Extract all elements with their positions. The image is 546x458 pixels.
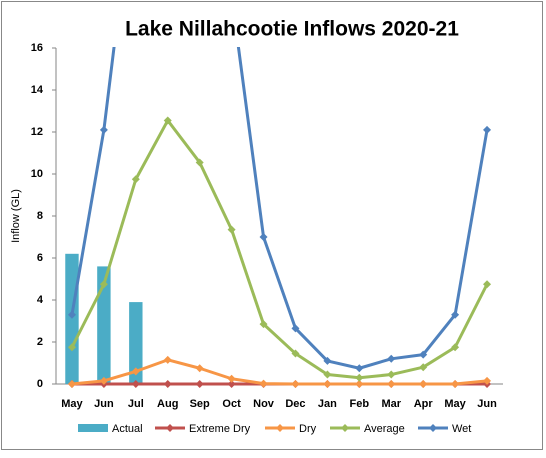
y-tick-label: 0: [37, 378, 43, 390]
y-axis-label: Inflow (GL): [10, 189, 22, 243]
legend-label: Wet: [452, 423, 471, 435]
marker: [355, 373, 364, 382]
marker: [291, 380, 300, 388]
legend-label: Actual: [112, 423, 143, 435]
chart-title: Lake Nillahcootie Inflows 2020-21: [125, 18, 459, 41]
marker: [291, 349, 300, 358]
x-tick-label: Aug: [157, 398, 178, 410]
marker: [227, 374, 236, 383]
legend-marker: [341, 424, 349, 432]
y-tick-label: 4: [37, 294, 44, 306]
x-tick-label: Feb: [350, 398, 370, 410]
x-tick-label: Nov: [253, 398, 275, 410]
x-tick-label: Apr: [414, 398, 434, 410]
marker: [163, 116, 172, 125]
y-tick-label: 6: [37, 252, 43, 264]
marker: [483, 125, 492, 134]
marker: [163, 380, 172, 388]
bar: [65, 253, 79, 384]
x-tick-label: Jun: [477, 398, 497, 410]
marker: [387, 354, 396, 363]
marker: [259, 379, 268, 388]
marker: [451, 310, 460, 319]
marker: [163, 355, 172, 364]
y-tick-label: 8: [37, 210, 43, 222]
marker: [131, 380, 140, 388]
marker: [387, 370, 396, 379]
marker: [387, 380, 396, 388]
marker: [419, 350, 428, 359]
marker: [419, 363, 428, 372]
x-tick-label: Mar: [381, 398, 401, 410]
y-tick-label: 10: [31, 168, 43, 180]
legend-swatch: [78, 424, 108, 432]
marker: [131, 367, 140, 376]
marker: [419, 380, 428, 388]
chart-border: [1, 1, 543, 450]
plot-area: [65, 47, 492, 388]
y-tick-label: 16: [31, 42, 43, 54]
marker: [99, 125, 108, 134]
marker: [355, 380, 364, 388]
marker: [131, 175, 140, 184]
legend-marker: [166, 424, 174, 432]
marker: [451, 343, 460, 352]
y-tick-label: 2: [37, 336, 43, 348]
marker: [195, 380, 204, 388]
bar: [129, 302, 143, 384]
marker: [195, 158, 204, 167]
x-tick-label: Jan: [318, 398, 337, 410]
x-tick-label: Dec: [285, 398, 305, 410]
legend-label: Extreme Dry: [189, 423, 251, 435]
marker: [99, 376, 108, 385]
marker: [451, 380, 460, 388]
marker: [483, 376, 492, 385]
x-tick-label: Jun: [94, 398, 114, 410]
marker: [227, 380, 236, 388]
y-tick-label: 12: [31, 126, 43, 138]
marker: [323, 356, 332, 365]
marker: [483, 280, 492, 289]
marker: [195, 364, 204, 373]
marker: [99, 280, 108, 289]
marker: [323, 380, 332, 388]
marker: [259, 233, 268, 241]
legend-label: Dry: [299, 423, 317, 435]
line: [70, 118, 489, 380]
legend-marker: [276, 424, 284, 432]
marker: [67, 380, 76, 388]
marker: [291, 324, 300, 333]
y-tick-label: 14: [31, 84, 44, 96]
marker: [67, 310, 76, 319]
x-tick-label: Oct: [222, 398, 241, 410]
legend-label: Average: [364, 423, 405, 435]
bar: [97, 266, 111, 384]
marker: [227, 225, 236, 234]
x-tick-label: Sep: [190, 398, 210, 410]
x-tick-label: May: [444, 398, 466, 410]
legend-marker: [429, 424, 437, 432]
x-tick-label: May: [61, 398, 83, 410]
line: [70, 47, 489, 370]
marker: [323, 370, 332, 379]
x-tick-label: Jul: [128, 398, 144, 410]
line: [71, 358, 488, 386]
marker: [67, 343, 76, 352]
marker: [259, 320, 268, 329]
marker: [355, 364, 364, 373]
